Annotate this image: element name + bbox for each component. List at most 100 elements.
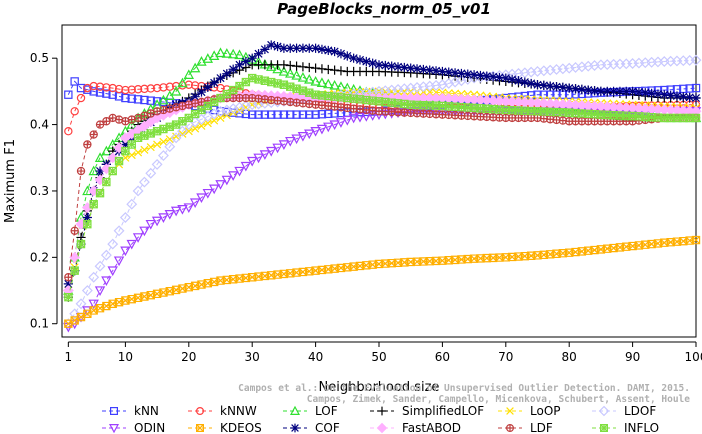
data-point [659, 90, 669, 100]
data-point [121, 117, 129, 125]
data-point [94, 260, 106, 272]
data-point [456, 68, 467, 79]
data-point [278, 66, 290, 76]
data-point [216, 83, 225, 93]
data-point [159, 83, 168, 92]
data-point [298, 99, 308, 108]
data-point [134, 114, 142, 122]
data-point [279, 43, 289, 53]
data-point [507, 74, 517, 85]
data-point [387, 61, 397, 71]
data-point [628, 86, 638, 96]
data-point [260, 44, 270, 54]
data-point [506, 424, 514, 432]
data-point [165, 82, 174, 91]
x-tick-label: 90 [625, 350, 640, 364]
data-point [210, 116, 219, 125]
data-point [146, 143, 155, 152]
legend-label: KDEOS [220, 421, 262, 434]
data-point [260, 95, 270, 104]
data-point [151, 158, 163, 170]
data-point [102, 117, 111, 126]
data-point [89, 87, 98, 96]
data-point [134, 148, 143, 157]
data-point [349, 104, 358, 113]
data-point [570, 84, 581, 94]
data-point [279, 60, 289, 70]
data-point [115, 115, 123, 124]
data-point [228, 85, 238, 95]
data-point [190, 81, 200, 90]
data-point [286, 110, 295, 119]
data-point [336, 103, 346, 112]
data-point [545, 81, 555, 91]
data-point [246, 156, 258, 167]
data-point [196, 407, 205, 416]
data-point [216, 113, 225, 122]
data-point [272, 41, 283, 52]
data-point [234, 101, 245, 113]
data-point [203, 101, 213, 111]
data-point [107, 238, 119, 250]
data-point [418, 64, 428, 75]
data-point [647, 88, 657, 98]
legend-item-ldf: LDF [498, 421, 553, 434]
series-kdeos [64, 235, 701, 328]
data-point [76, 166, 86, 176]
data-point [343, 103, 352, 113]
data-point [596, 86, 606, 96]
data-point [146, 129, 155, 138]
data-point [298, 43, 308, 53]
data-point [114, 84, 124, 94]
data-point [170, 132, 182, 144]
data-point [95, 120, 105, 129]
legend-label: LOF [315, 404, 338, 418]
data-point [222, 69, 232, 79]
data-point [494, 72, 505, 83]
data-point [94, 152, 106, 162]
data-point [152, 83, 162, 93]
data-point [691, 83, 701, 93]
data-point [455, 75, 467, 87]
data-point [95, 188, 105, 198]
data-point [463, 69, 473, 79]
data-point [234, 49, 245, 60]
data-point [132, 185, 144, 197]
x-tick-label: 100 [685, 350, 702, 364]
data-point [621, 86, 631, 96]
data-point [305, 88, 314, 97]
data-point [178, 101, 187, 111]
data-point [132, 233, 144, 243]
data-point [172, 132, 181, 141]
data-point [240, 161, 252, 172]
data-point [171, 103, 181, 112]
data-point [267, 110, 276, 119]
data-point [152, 127, 162, 136]
legend-label: LDOF [624, 404, 656, 418]
data-point [368, 58, 378, 68]
data-point [234, 60, 245, 70]
data-point [311, 100, 320, 109]
data-point [348, 113, 359, 124]
data-point [140, 95, 149, 105]
data-point [323, 45, 333, 56]
data-point [164, 209, 175, 220]
data-point [355, 105, 365, 114]
data-point [157, 150, 169, 162]
data-point [126, 239, 137, 250]
data-point [95, 82, 105, 91]
legend-label: LoOP [530, 404, 561, 418]
data-point [552, 115, 561, 125]
data-point [425, 65, 435, 75]
data-point [241, 77, 251, 87]
x-tick-label: 10 [118, 350, 133, 364]
data-point [349, 53, 359, 63]
data-point [330, 65, 340, 75]
data-point [266, 40, 276, 50]
data-point [317, 44, 327, 54]
y-tick-label: 0.5 [30, 51, 49, 65]
data-point [273, 96, 282, 105]
data-point [640, 88, 650, 98]
data-point [102, 177, 111, 187]
data-point [267, 95, 276, 105]
